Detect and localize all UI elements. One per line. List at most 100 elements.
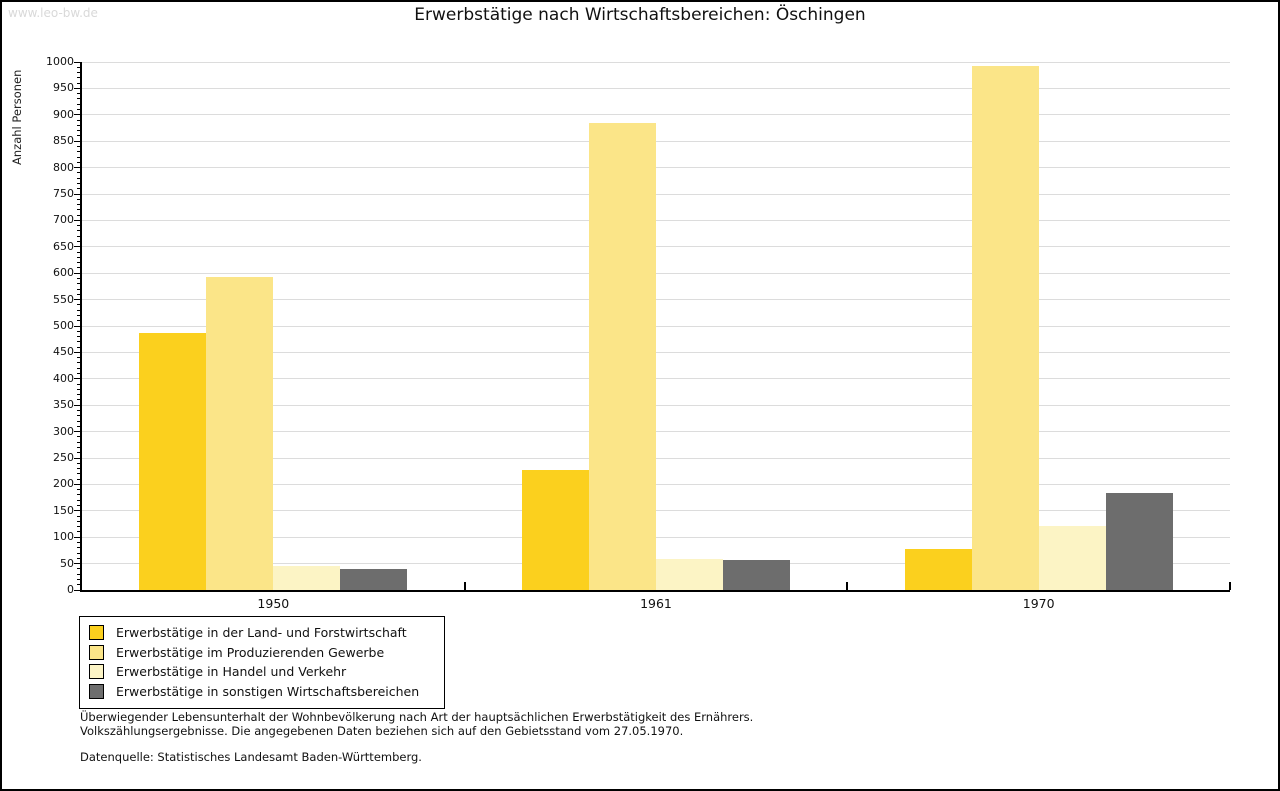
legend-label: Erwerbstätige im Produzierenden Gewerbe xyxy=(116,644,385,660)
y-gridline xyxy=(82,167,1230,169)
x-axis-category-label: 1961 xyxy=(640,596,672,611)
y-axis-tick xyxy=(74,193,80,195)
y-axis-tick xyxy=(77,441,80,443)
y-axis-tick xyxy=(77,309,80,311)
y-axis-tick xyxy=(77,204,80,206)
y-axis-tick-label: 900 xyxy=(53,107,74,121)
y-axis-tick xyxy=(77,109,80,111)
footnote-line: Überwiegender Lebensunterhalt der Wohnbe… xyxy=(80,710,754,724)
y-axis-tick xyxy=(77,288,80,290)
y-axis-tick xyxy=(77,578,80,580)
y-axis-tick xyxy=(77,388,80,390)
footnote-line: Volkszählungsergebnisse. Die angegebenen… xyxy=(80,724,684,738)
y-axis-tick xyxy=(77,473,80,475)
y-axis-tick xyxy=(77,77,80,79)
y-axis-tick xyxy=(74,246,80,248)
bar-1950-series4 xyxy=(340,568,408,590)
legend: Erwerbstätige in der Land- und Forstwirt… xyxy=(79,616,445,709)
y-axis-tick xyxy=(74,325,80,327)
y-axis-tick xyxy=(74,351,80,353)
legend-swatch-sonstige xyxy=(89,683,104,699)
y-gridline xyxy=(82,536,1230,538)
y-axis-tick xyxy=(74,536,80,538)
y-axis-tick-label: 1000 xyxy=(46,55,74,68)
y-axis-tick xyxy=(77,499,80,501)
y-axis-tick-label: 250 xyxy=(53,451,74,464)
y-axis-tick-label: 850 xyxy=(53,134,74,148)
y-axis-tick xyxy=(77,119,80,121)
y-axis-tick xyxy=(77,82,80,84)
bar-1970-series4 xyxy=(1105,492,1173,590)
y-axis-tick xyxy=(74,510,80,512)
bar-1970-series3 xyxy=(1038,525,1106,590)
y-axis-tick xyxy=(77,241,80,243)
y-axis-tick xyxy=(77,541,80,543)
y-axis-tick xyxy=(77,330,80,332)
y-axis-tick-label: 450 xyxy=(53,345,74,359)
y-axis-tick xyxy=(77,446,80,448)
y-axis-tick xyxy=(77,235,80,237)
footnotes: Überwiegender Lebensunterhalt der Wohnbe… xyxy=(80,710,753,764)
y-axis-tick xyxy=(77,409,80,411)
y-axis-tick xyxy=(77,230,80,232)
y-axis-tick-label: 100 xyxy=(53,530,74,544)
x-axis-category-label: 1950 xyxy=(257,596,290,611)
y-axis-tick xyxy=(77,357,80,359)
y-gridline xyxy=(82,483,1230,485)
y-axis-tick-label: 50 xyxy=(60,556,74,570)
y-axis-tick-label: 600 xyxy=(53,266,74,280)
y-axis-tick-label: 700 xyxy=(53,213,74,227)
y-axis-tick xyxy=(77,362,80,364)
bar-1950-series3 xyxy=(273,566,341,590)
y-axis-tick-label: 400 xyxy=(53,371,74,385)
y-axis-tick xyxy=(74,167,80,169)
y-axis-tick-label: 800 xyxy=(53,160,74,174)
y-axis-tick xyxy=(77,547,80,549)
y-axis-tick xyxy=(77,256,80,258)
y-gridline xyxy=(82,510,1230,512)
y-gridline xyxy=(82,140,1230,142)
y-axis-tick xyxy=(74,457,80,459)
plot-area: 0 50 100 150 200 250 300 350 400 450 500 550 600 650 7… xyxy=(46,55,1231,611)
y-axis-tick xyxy=(74,299,80,301)
y-gridline xyxy=(82,87,1230,89)
y-axis-tick xyxy=(77,262,80,264)
y-axis-tick xyxy=(77,505,80,507)
y-gridline xyxy=(82,404,1230,406)
legend-swatch-produzierendes-gewerbe xyxy=(89,644,104,660)
y-axis-tick xyxy=(77,557,80,559)
y-axis-tick xyxy=(77,584,80,586)
y-gridline xyxy=(82,351,1230,353)
legend-item: Erwerbstätige in Handel und Verkehr xyxy=(89,662,444,682)
bar-1961-series3 xyxy=(656,559,723,590)
y-axis-tick xyxy=(77,304,80,306)
bar-1961-series2 xyxy=(589,123,656,590)
y-axis-tick xyxy=(77,72,80,74)
y-axis-tick xyxy=(74,272,80,274)
y-axis-tick-label: 350 xyxy=(53,398,74,412)
y-axis-tick xyxy=(77,531,80,533)
x-axis-tick xyxy=(1229,582,1231,590)
data-source: Datenquelle: Statistisches Landesamt Bad… xyxy=(80,750,422,764)
y-axis-tick-label: 650 xyxy=(53,239,74,253)
y-axis-tick xyxy=(77,135,80,137)
legend-swatch-land-forstwirtschaft xyxy=(89,625,104,641)
y-axis-tick xyxy=(74,563,80,565)
y-axis-tick-label: 300 xyxy=(53,424,74,438)
y-axis-tick-label: 500 xyxy=(53,319,74,332)
y-axis-tick xyxy=(77,66,80,68)
bar-1961-series4 xyxy=(723,559,790,590)
y-axis-tick xyxy=(74,61,80,63)
y-axis-tick xyxy=(77,346,80,348)
y-axis-tick xyxy=(77,394,80,396)
y-axis-tick xyxy=(77,420,80,422)
y-axis-tick xyxy=(77,277,80,279)
y-axis-tick xyxy=(77,425,80,427)
bar-1970-series2 xyxy=(971,66,1039,590)
y-axis-tick xyxy=(74,404,80,406)
y-axis-tick xyxy=(74,219,80,221)
y-axis-tick-label: 950 xyxy=(53,81,74,95)
y-axis-tick xyxy=(77,267,80,269)
y-axis-tick xyxy=(77,283,80,285)
y-axis-tick xyxy=(77,373,80,375)
